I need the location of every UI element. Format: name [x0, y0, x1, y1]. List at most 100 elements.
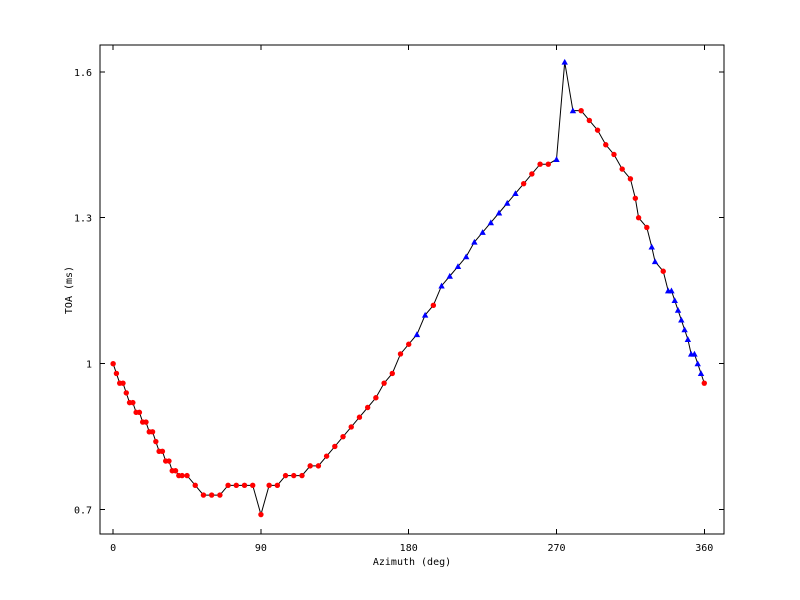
red-data-point — [430, 302, 437, 309]
x-tick-label: 270 — [547, 543, 565, 554]
red-data-point — [130, 399, 136, 406]
series-markers — [110, 58, 707, 518]
blue-data-point — [678, 316, 685, 323]
y-axis-ticks: 0.7 1 1.3 1.6 — [74, 68, 724, 517]
red-data-point — [406, 341, 412, 347]
blue-data-point — [421, 311, 429, 318]
blue-data-point — [561, 58, 568, 65]
blue-data-point — [495, 209, 503, 216]
red-data-point — [397, 351, 404, 357]
red-data-point — [323, 453, 330, 459]
red-data-point — [627, 176, 634, 182]
x-tick-label: 360 — [695, 543, 713, 554]
red-data-point — [381, 380, 387, 386]
y-tick-label: 1.6 — [74, 68, 92, 79]
red-data-point — [373, 395, 379, 401]
red-data-point — [611, 151, 617, 158]
red-data-point — [258, 511, 264, 518]
y-axis-label: TOA (ms) — [64, 266, 75, 314]
red-data-point — [159, 448, 166, 454]
blue-data-point — [684, 336, 692, 342]
red-data-point — [179, 472, 185, 479]
blue-data-point — [668, 287, 675, 294]
blue-data-point — [553, 156, 560, 162]
red-data-point — [149, 429, 156, 435]
red-data-point — [632, 195, 639, 201]
blue-data-point — [694, 360, 701, 367]
red-data-point — [184, 472, 190, 479]
red-data-point — [389, 370, 395, 377]
blue-data-point — [697, 370, 705, 377]
blue-data-point — [446, 272, 453, 279]
red-data-point — [537, 161, 543, 167]
red-data-point — [701, 380, 707, 386]
blue-data-point — [512, 190, 519, 197]
blue-data-point — [438, 282, 445, 289]
blue-data-point — [462, 253, 470, 260]
red-data-point — [113, 370, 120, 377]
red-data-point — [340, 433, 346, 440]
red-data-point — [529, 171, 535, 177]
blue-data-point — [569, 107, 577, 114]
blue-data-point — [471, 238, 478, 245]
blue-data-point — [681, 326, 688, 333]
blue-data-point — [487, 219, 495, 226]
red-data-point — [364, 404, 371, 411]
red-data-point — [136, 409, 143, 416]
red-data-point — [619, 166, 625, 172]
plot-frame — [99, 44, 725, 535]
red-data-point — [266, 482, 272, 489]
red-data-point — [208, 492, 215, 498]
red-data-point — [291, 472, 297, 479]
red-data-point — [282, 472, 289, 479]
blue-data-point — [648, 243, 655, 250]
blue-data-point — [671, 297, 678, 304]
blue-data-point — [651, 258, 659, 265]
red-data-point — [143, 419, 149, 425]
blue-data-point — [691, 350, 698, 357]
blue-data-point — [413, 331, 421, 338]
x-axis-ticks: 0 90 180 270 360 — [110, 45, 713, 554]
y-tick-label: 1 — [86, 360, 92, 371]
red-data-point — [299, 472, 305, 479]
red-data-point — [660, 268, 666, 274]
red-data-point — [110, 361, 116, 367]
red-data-point — [200, 492, 207, 498]
blue-data-point — [674, 306, 682, 313]
red-data-point — [192, 482, 198, 489]
blue-data-point — [504, 199, 511, 206]
red-data-point — [166, 458, 172, 464]
red-data-point — [217, 492, 223, 498]
red-data-point — [241, 482, 248, 489]
red-data-point — [250, 482, 256, 489]
y-tick-label: 1.3 — [74, 214, 92, 225]
red-data-point — [356, 414, 363, 420]
red-data-point — [594, 127, 601, 133]
series-line-layer — [112, 61, 705, 517]
red-data-point — [520, 180, 527, 187]
red-data-point — [274, 482, 281, 489]
blue-data-point — [454, 263, 462, 269]
red-data-point — [123, 390, 129, 396]
red-data-point — [120, 380, 126, 386]
red-data-point — [233, 482, 239, 489]
y-tick-label: 0.7 — [74, 506, 92, 517]
red-data-point — [348, 424, 354, 430]
red-data-point — [315, 463, 322, 469]
red-data-point — [603, 142, 609, 148]
x-tick-label: 180 — [400, 543, 418, 554]
red-data-point — [635, 215, 642, 221]
red-data-point — [545, 161, 551, 167]
red-data-point — [644, 224, 650, 231]
red-data-point — [578, 107, 584, 114]
x-axis-label: Azimuth (deg) — [373, 557, 451, 568]
blue-data-point — [479, 229, 486, 235]
toa-series-line — [112, 61, 705, 517]
red-data-point — [332, 443, 338, 450]
red-data-point — [307, 463, 313, 469]
x-tick-label: 0 — [110, 543, 116, 554]
red-data-point — [225, 482, 231, 489]
red-data-point — [172, 468, 179, 474]
